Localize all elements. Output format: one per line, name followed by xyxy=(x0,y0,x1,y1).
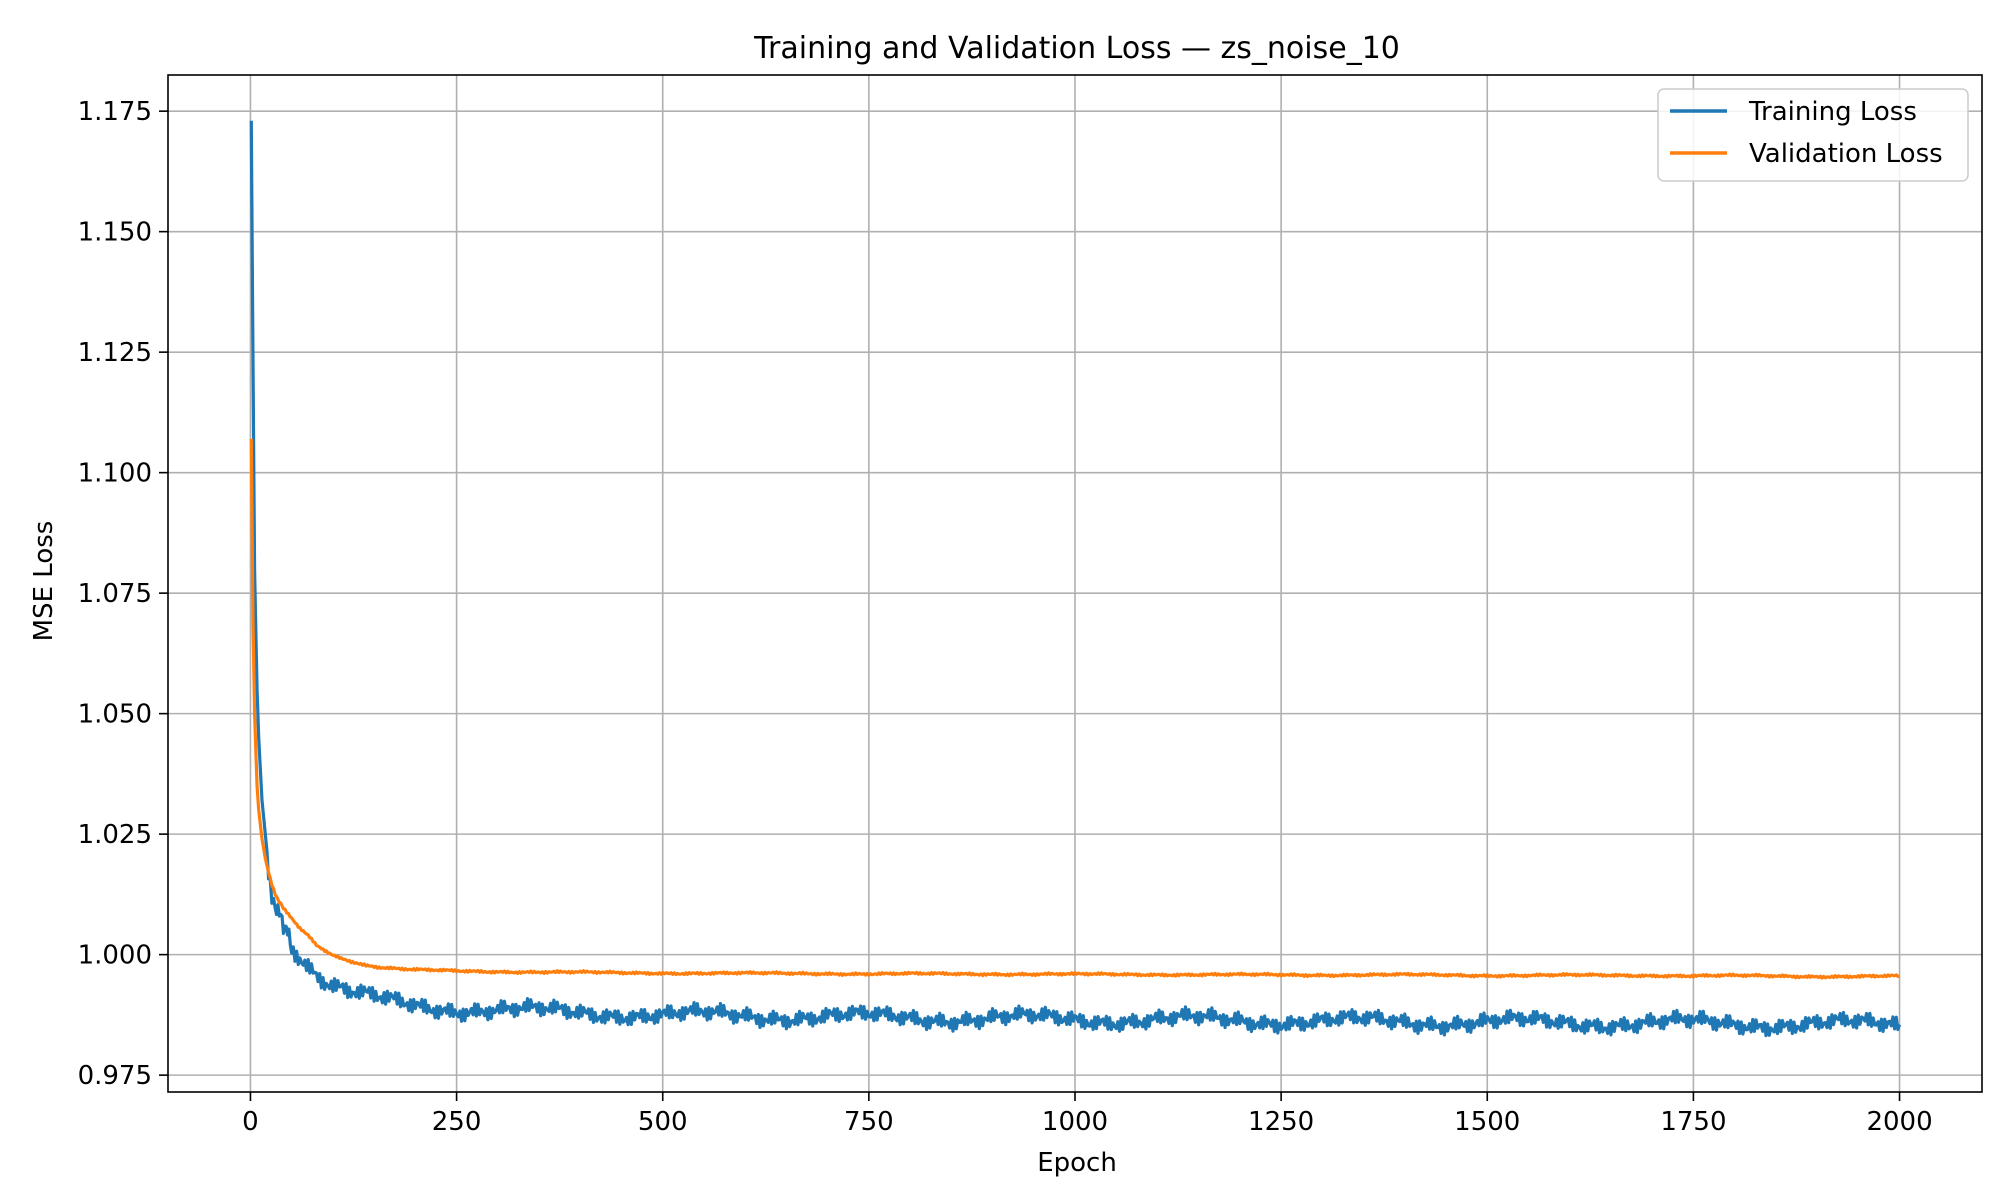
y-tick-label: 1.075 xyxy=(78,579,152,609)
x-tick-label: 0 xyxy=(242,1107,259,1137)
y-axis-label: MSE Loss xyxy=(29,521,59,642)
y-tick-label: 1.175 xyxy=(78,97,152,127)
validation-loss-line xyxy=(249,438,1900,980)
training-loss-line xyxy=(249,120,1902,1038)
x-tick-label: 1250 xyxy=(1248,1107,1314,1137)
x-tick-label: 1500 xyxy=(1454,1107,1520,1137)
legend: Training Loss Validation Loss xyxy=(1657,88,1969,182)
x-tick-label: 2000 xyxy=(1866,1107,1932,1137)
y-tick-label: 1.100 xyxy=(78,459,152,489)
y-tick-label: 0.975 xyxy=(78,1061,152,1091)
x-tick-label: 1750 xyxy=(1660,1107,1726,1137)
y-tick-label: 1.050 xyxy=(78,700,152,730)
y-tick-label: 1.150 xyxy=(78,218,152,248)
y-tick-label: 1.000 xyxy=(78,941,152,971)
legend-label-validation-loss: Validation Loss xyxy=(1749,139,1943,169)
series-lines xyxy=(249,120,1902,1038)
x-tick-label: 500 xyxy=(638,1107,688,1137)
legend-box xyxy=(1657,88,1969,182)
x-tick-label: 750 xyxy=(844,1107,894,1137)
grid-lines xyxy=(168,75,1982,1092)
x-axis-label: Epoch xyxy=(1037,1148,1117,1178)
y-tick-label: 1.125 xyxy=(78,338,152,368)
y-tick-label: 1.025 xyxy=(78,820,152,850)
x-tick-label: 1000 xyxy=(1042,1107,1108,1137)
axis-ticks: 0 250 500 750 1000 1250 1500 1750 2000 0.975 1.000… xyxy=(78,97,1933,1137)
legend-label-training-loss: Training Loss xyxy=(1748,97,1917,127)
x-tick-label: 250 xyxy=(432,1107,482,1137)
chart-title: Training and Validation Loss — zs_noise_… xyxy=(753,31,1400,66)
